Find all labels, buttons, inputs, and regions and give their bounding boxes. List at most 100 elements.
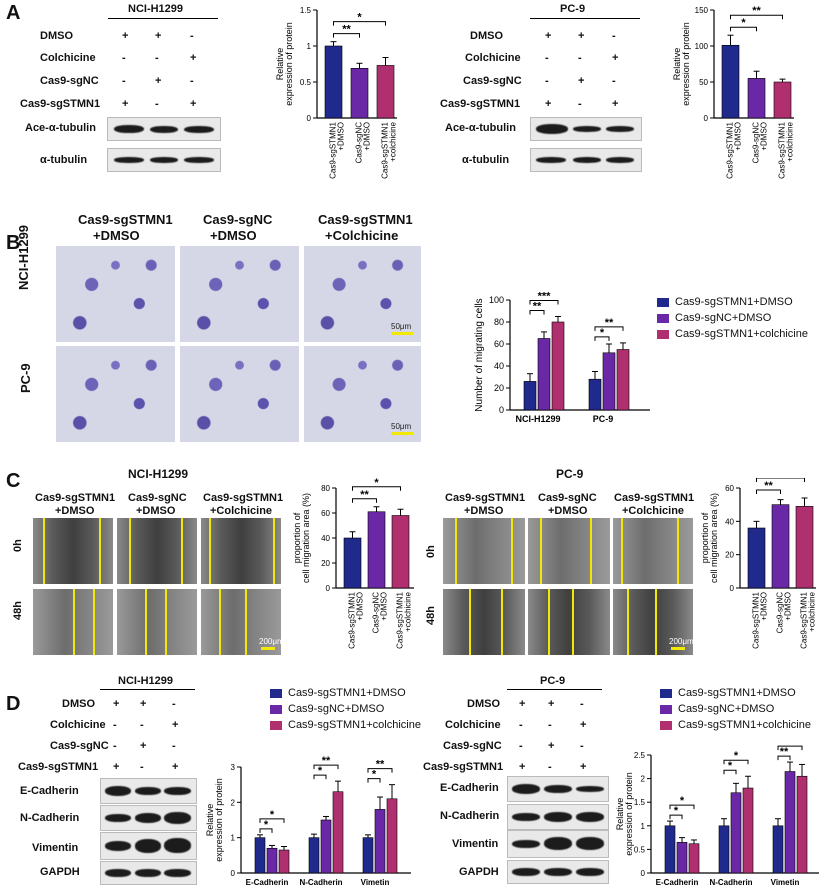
y-tick-label: 1.5	[300, 6, 312, 15]
significance-label: *	[357, 12, 362, 24]
legend-entry: Cas9-sgSTMN1+colchicine	[657, 328, 808, 340]
migration-image	[180, 346, 299, 442]
bar	[718, 825, 730, 874]
y-tick-label: 60	[494, 339, 504, 349]
x-tick-label: Cas9-sgSTMN1+colchicine	[381, 121, 398, 178]
y-tick-label: 40	[725, 517, 734, 526]
row-label: Colchicine	[445, 719, 501, 731]
wound-image	[528, 518, 610, 584]
bar	[343, 537, 362, 589]
x-tick-label: Cas9-sgNC+DMSO	[355, 122, 372, 164]
x-tick-label: N-Cadherin	[299, 878, 342, 887]
blot-label: GAPDH	[40, 866, 80, 878]
y-axis-title: proportion ofcell migration area (%)	[292, 493, 311, 583]
column-header: +DMSO	[93, 228, 140, 243]
y-axis-label: proportion ofcell migration area (%)	[700, 493, 719, 583]
x-tick-label: Cas9-sgNC+DMSO	[752, 122, 769, 164]
bar	[308, 837, 320, 874]
significance-bracket	[333, 33, 360, 38]
bar	[796, 775, 808, 874]
x-tick-group: Cas9-sgSTMN1+DMSO	[752, 591, 769, 648]
x-tick-label: Vimetin	[361, 878, 390, 887]
column-header: +DMSO	[548, 505, 588, 517]
y-axis-label: Number of migrating cells	[474, 298, 485, 411]
scale-label: 50μm	[391, 422, 412, 431]
wound-image: 200μm	[201, 589, 281, 655]
western-blot	[100, 778, 197, 804]
bar	[523, 381, 537, 411]
column-header: +DMSO	[136, 505, 176, 517]
x-tick-group: Cas9-sgSTMN1+colchicine	[778, 121, 795, 178]
legend-swatch	[660, 720, 672, 730]
title-underline	[108, 18, 218, 19]
y-tick-label: 0	[704, 114, 709, 123]
row-sign: -	[519, 740, 523, 752]
scale-label: 200μm	[669, 637, 693, 646]
bar	[721, 44, 740, 119]
significance-label: *	[674, 805, 679, 817]
column-header: +DMSO	[210, 228, 257, 243]
x-tick-group: Cas9-sgSTMN1+DMSO	[329, 121, 346, 178]
bar	[747, 527, 766, 589]
x-tick-label: NCI-H1299	[515, 414, 560, 424]
panel-label-d: D	[6, 693, 21, 715]
western-blot	[530, 117, 642, 141]
legend-swatch	[660, 704, 672, 714]
cell-line-title: NCI-H1299	[118, 675, 174, 687]
significance-label: *	[374, 478, 379, 489]
chart-a-left: 0 0.5 1 1.5 Relativeexpression of protein Cas…	[275, 6, 398, 179]
row-sign: -	[548, 719, 552, 731]
x-tick-label: Cas9-sgSTMN1+DMSO	[348, 591, 365, 648]
y-tick-label: 60	[321, 509, 330, 518]
bar	[588, 378, 602, 411]
y-axis-title: Relativeexpression of protein	[672, 22, 691, 106]
row-label: DMSO	[62, 698, 95, 710]
panel-label-a: A	[6, 2, 21, 24]
blot-label: Ace-α-tubulin	[445, 122, 516, 134]
significance-label: *	[778, 478, 783, 480]
western-blot	[100, 832, 197, 860]
legend-entry: Cas9-sgNC+DMSO	[657, 312, 771, 324]
legend-entry: Cas9-sgSTMN1+colchicine	[660, 719, 811, 731]
row-header: 48h	[12, 601, 24, 620]
x-tick-group: Cas9-sgSTMN1+colchicine	[396, 591, 413, 648]
bar	[784, 771, 796, 874]
row-label: Cas9-sgNC	[443, 740, 502, 752]
x-tick-label: E-Cadherin	[246, 878, 289, 887]
wound-image	[528, 589, 610, 655]
scale-label: 50μm	[391, 322, 412, 331]
x-tick-group: Cas9-sgNC+DMSO	[355, 122, 372, 164]
wound-image	[33, 518, 113, 584]
x-tick-group: Cas9-sgSTMN1+colchicine	[381, 121, 398, 178]
row-sign: -	[548, 761, 552, 773]
bar	[773, 81, 792, 119]
row-header: 48h	[425, 606, 437, 625]
row-sign: +	[519, 698, 526, 710]
significance-bracket	[669, 804, 695, 810]
row-sign: +	[545, 98, 552, 110]
y-tick-label: 2	[641, 775, 646, 784]
x-tick-group: Cas9-sgNC+DMSO	[776, 592, 793, 634]
row-sign: -	[190, 75, 194, 87]
western-blot	[100, 861, 197, 885]
y-tick-label: 100	[489, 295, 504, 305]
row-sign: -	[190, 30, 194, 42]
bar	[551, 321, 565, 411]
chart-a-right: 0 50 100 150 Relativeexpression of protein Ca…	[672, 5, 795, 179]
bar	[747, 78, 766, 119]
row-sign: +	[113, 761, 120, 773]
y-axis-label: Relativeexpression of protein	[205, 778, 224, 862]
legend-swatch	[270, 720, 282, 730]
row-sign: -	[155, 98, 159, 110]
legend-label: Cas9-sgSTMN1+DMSO	[675, 296, 793, 308]
cell-line-title: NCI-H1299	[128, 467, 189, 481]
bar	[332, 791, 344, 874]
legend-label: Cas9-sgSTMN1+colchicine	[675, 328, 808, 340]
row-label: DMSO	[467, 698, 500, 710]
significance-bracket	[367, 768, 393, 773]
significance-label: **	[360, 489, 369, 501]
y-tick-label: 50	[699, 78, 708, 87]
row-sign: -	[172, 698, 176, 710]
bar	[664, 825, 676, 874]
row-label: Cas9-sgNC	[463, 75, 522, 87]
